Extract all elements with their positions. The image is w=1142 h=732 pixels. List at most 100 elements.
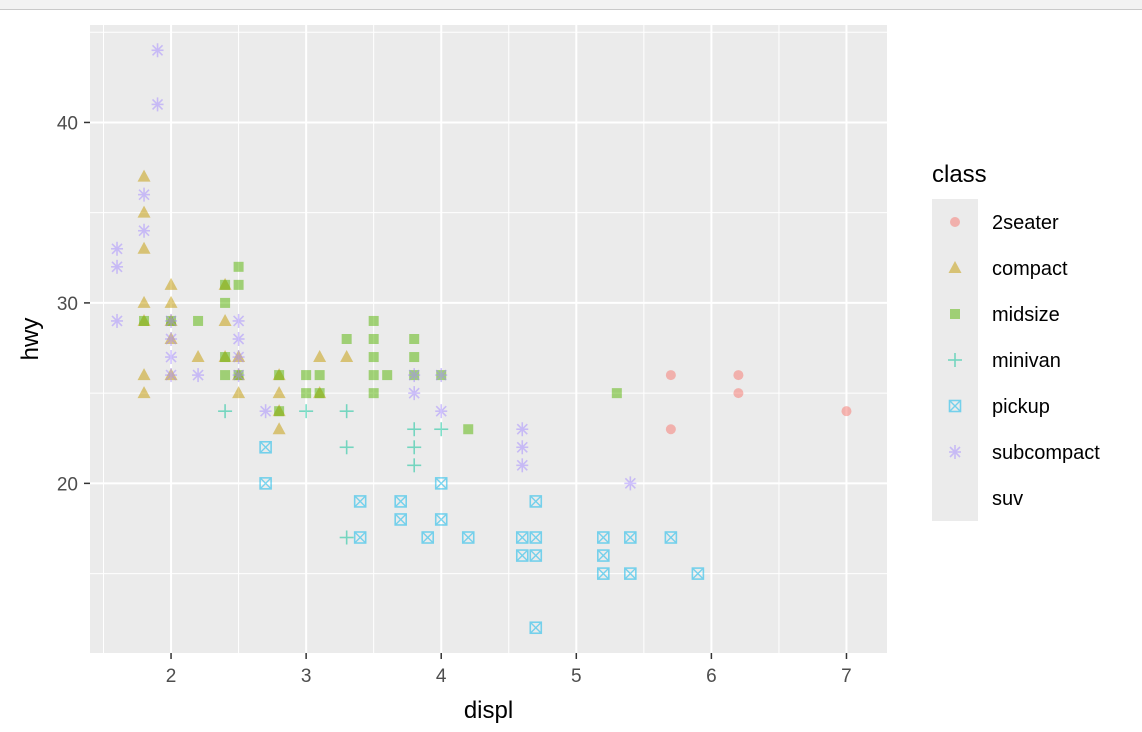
x-axis: 2 3 4 5 6 7 xyxy=(166,653,852,687)
point-pickup xyxy=(434,513,448,526)
legend-key-pickup xyxy=(948,399,962,413)
point-midsize xyxy=(382,370,393,381)
point-minivan xyxy=(434,422,449,437)
point-pickup xyxy=(529,495,543,508)
point-compact xyxy=(137,241,151,254)
point-compact xyxy=(218,313,232,326)
point-pickup xyxy=(461,531,475,544)
point-subcompact xyxy=(192,368,205,383)
point-minivan xyxy=(339,404,354,419)
legend-label-subcompact: subcompact xyxy=(992,442,1100,464)
point-compact xyxy=(232,386,246,399)
point-subcompact xyxy=(408,368,421,383)
point-compact xyxy=(313,350,327,363)
point-subcompact xyxy=(165,368,178,383)
point-midsize xyxy=(341,334,352,344)
point-midsize xyxy=(368,370,379,381)
legend-label-suv: suv xyxy=(992,488,1023,510)
point-subcompact xyxy=(165,350,178,365)
point-2seater xyxy=(841,406,852,417)
legend-item-subcompact: subcompact xyxy=(949,442,1100,464)
point-midsize xyxy=(274,370,285,381)
point-subcompact xyxy=(435,404,448,419)
point-midsize xyxy=(220,370,231,381)
point-pickup xyxy=(529,549,543,562)
point-pickup xyxy=(515,531,529,544)
point-pickup xyxy=(515,549,529,562)
legend-label-2seater: 2seater xyxy=(992,212,1059,234)
point-2seater xyxy=(665,424,676,435)
legend-item-minivan: minivan xyxy=(948,350,1061,372)
point-pickup xyxy=(624,531,637,544)
point-subcompact xyxy=(259,404,272,419)
point-midsize xyxy=(463,424,474,435)
legend-item-midsize: midsize xyxy=(950,304,1060,326)
legend-key-subcompact xyxy=(949,445,961,459)
legend-label-compact: compact xyxy=(992,258,1068,280)
legend-item-suv: suv xyxy=(992,488,1023,510)
point-compact xyxy=(137,295,151,308)
point-minivan xyxy=(218,404,233,419)
point-midsize xyxy=(368,388,379,399)
window-top-bar xyxy=(0,0,1142,10)
point-midsize xyxy=(314,370,325,381)
legend-title: class xyxy=(932,161,987,188)
x-tick-label: 2 xyxy=(166,666,177,687)
point-pickup xyxy=(259,440,272,454)
point-subcompact xyxy=(232,313,245,328)
legend-label-midsize: midsize xyxy=(992,304,1060,326)
point-midsize xyxy=(233,279,244,290)
point-subcompact xyxy=(516,440,529,455)
point-minivan xyxy=(407,458,422,473)
x-tick-label: 3 xyxy=(301,666,312,687)
point-midsize xyxy=(193,315,204,326)
point-subcompact xyxy=(111,259,124,274)
point-minivan xyxy=(407,440,422,455)
point-midsize xyxy=(409,334,420,344)
point-pickup xyxy=(394,495,407,508)
point-pickup xyxy=(529,531,543,544)
point-compact xyxy=(340,350,354,363)
point-subcompact xyxy=(408,386,421,401)
point-subcompact xyxy=(435,368,448,383)
point-pickup xyxy=(353,495,367,508)
legend-key-2seater xyxy=(950,217,960,227)
point-midsize xyxy=(220,279,231,290)
point-midsize xyxy=(314,388,325,399)
point-subcompact xyxy=(624,476,637,491)
point-subcompact xyxy=(516,458,529,473)
point-subcompact xyxy=(138,223,151,238)
point-compact xyxy=(164,277,178,290)
point-pickup xyxy=(664,531,678,544)
point-pickup xyxy=(624,567,637,580)
point-midsize xyxy=(368,334,379,344)
point-pickup xyxy=(529,621,543,635)
point-midsize xyxy=(220,352,231,363)
point-pickup xyxy=(259,477,272,490)
point-pickup xyxy=(691,567,705,580)
data-points xyxy=(111,43,852,635)
point-compact xyxy=(272,386,286,399)
point-minivan xyxy=(339,530,354,545)
point-subcompact xyxy=(232,332,245,346)
y-tick-label: 30 xyxy=(57,294,78,315)
point-pickup xyxy=(597,531,610,544)
point-2seater xyxy=(665,370,676,381)
x-tick-label: 5 xyxy=(571,666,582,687)
point-compact xyxy=(137,386,151,399)
point-minivan xyxy=(299,404,314,419)
x-tick-label: 7 xyxy=(841,666,852,687)
point-midsize xyxy=(301,388,312,399)
point-compact xyxy=(191,350,205,363)
point-pickup xyxy=(353,531,367,544)
point-compact xyxy=(137,169,151,182)
point-minivan xyxy=(407,422,422,437)
x-tick-label: 6 xyxy=(706,666,717,687)
point-midsize xyxy=(274,406,285,417)
point-midsize xyxy=(368,352,379,363)
legend-key-midsize xyxy=(950,309,960,319)
legend-label-minivan: minivan xyxy=(992,350,1061,372)
point-compact xyxy=(272,422,286,435)
point-compact xyxy=(137,205,151,218)
